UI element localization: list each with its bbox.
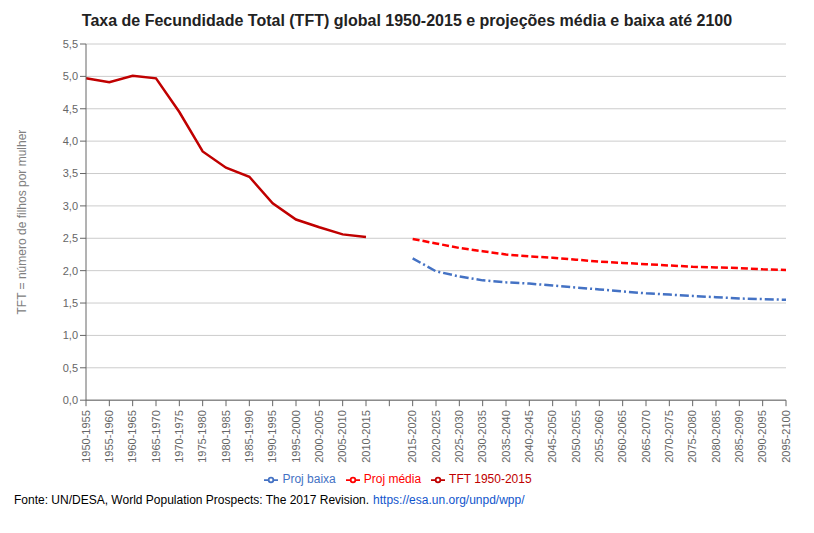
svg-text:2085-2090: 2085-2090: [733, 410, 745, 463]
svg-text:1955-1960: 1955-1960: [103, 410, 115, 463]
svg-text:0,0: 0,0: [63, 394, 78, 406]
html-text:Fonte: UN/DESA, World Populati: Fonte: UN/DESA, World Population Prospec…: [14, 493, 525, 507]
svg-text:1965-1970: 1965-1970: [150, 410, 162, 463]
svg-text:2075-2080: 2075-2080: [686, 410, 698, 463]
svg-text:5,0: 5,0: [63, 70, 78, 82]
svg-text:1980-1985: 1980-1985: [220, 410, 232, 463]
svg-text:2050-2055: 2050-2055: [570, 410, 582, 463]
svg-text:2,0: 2,0: [63, 265, 78, 277]
svg-text:2020-2025: 2020-2025: [430, 410, 442, 463]
svg-text:2035-2040: 2035-2040: [500, 410, 512, 463]
svg-text:0,5: 0,5: [63, 362, 78, 374]
svg-text:1975-1980: 1975-1980: [196, 410, 208, 463]
svg-text:1985-1990: 1985-1990: [243, 410, 255, 463]
svg-text:3,5: 3,5: [63, 167, 78, 179]
svg-text:1,0: 1,0: [63, 329, 78, 341]
html-text:Proj média: Proj média: [363, 472, 422, 487]
html-text:Taxa de Fecundidade Total (TFT: Taxa de Fecundidade Total (TFT) global 1…: [81, 12, 733, 29]
svg-text:2040-2045: 2040-2045: [523, 410, 535, 463]
svg-text:2055-2060: 2055-2060: [593, 410, 605, 463]
svg-text:1995-2000: 1995-2000: [290, 410, 302, 463]
svg-text:2060-2065: 2060-2065: [616, 410, 628, 463]
svg-text:4,5: 4,5: [63, 103, 78, 115]
svg-text:1950-1955: 1950-1955: [80, 410, 92, 463]
svg-text:TFT = número de filhos por mul: TFT = número de filhos por mulher: [15, 130, 29, 315]
svg-text:2090-2095: 2090-2095: [756, 410, 768, 463]
svg-text:2010-2015: 2010-2015: [360, 410, 372, 463]
svg-text:3,0: 3,0: [63, 200, 78, 212]
svg-text:1960-1965: 1960-1965: [126, 410, 138, 463]
svg-text:1,5: 1,5: [63, 297, 78, 309]
svg-text:1990-1995: 1990-1995: [266, 410, 278, 463]
html-text:Proj baixa: Proj baixa: [282, 472, 336, 487]
svg-text:4,0: 4,0: [63, 135, 78, 147]
svg-text:2015-2020: 2015-2020: [406, 410, 418, 463]
svg-text:2005-2010: 2005-2010: [336, 410, 348, 463]
html-text:TFT 1950-2015: TFT 1950-2015: [449, 472, 532, 487]
svg-text:2030-2035: 2030-2035: [476, 410, 488, 463]
svg-text:2065-2070: 2065-2070: [640, 410, 652, 463]
svg-text:2045-2050: 2045-2050: [546, 410, 558, 463]
svg-text:2000-2005: 2000-2005: [313, 410, 325, 463]
svg-text:2095-2100: 2095-2100: [780, 410, 792, 463]
svg-text:2080-2085: 2080-2085: [710, 410, 722, 463]
svg-text:2070-2075: 2070-2075: [663, 410, 675, 463]
svg-text:2,5: 2,5: [63, 232, 78, 244]
svg-text:1970-1975: 1970-1975: [173, 410, 185, 463]
svg-text:5,5: 5,5: [63, 38, 78, 50]
svg-text:2025-2030: 2025-2030: [453, 410, 465, 463]
